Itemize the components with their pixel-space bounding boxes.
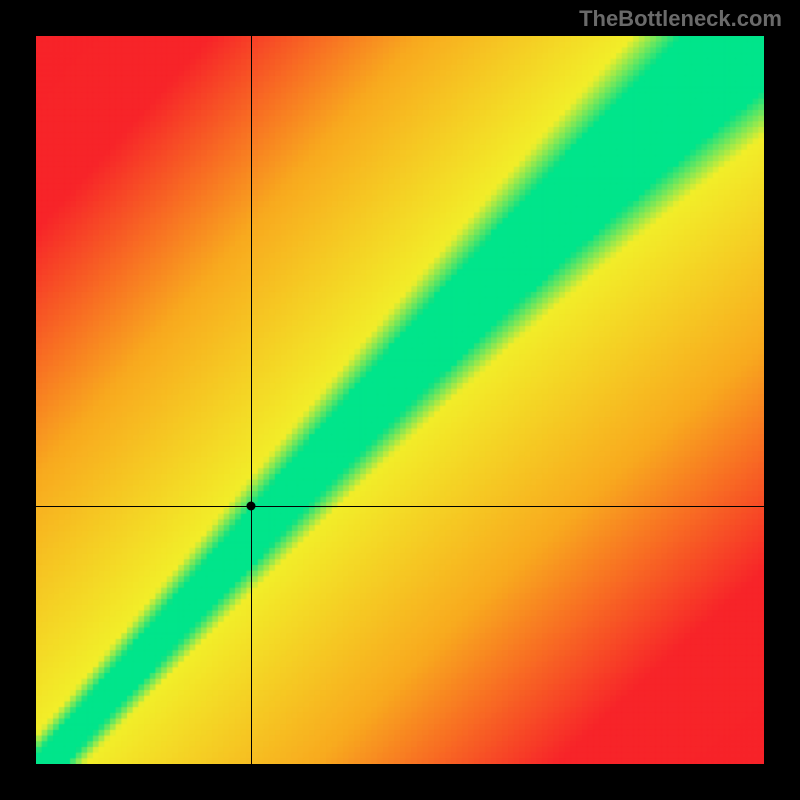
chart-container: TheBottleneck.com <box>0 0 800 800</box>
crosshair-marker <box>246 501 255 510</box>
crosshair-horizontal <box>36 506 764 507</box>
crosshair-vertical <box>251 36 252 764</box>
watermark-text: TheBottleneck.com <box>579 6 782 32</box>
heatmap-canvas <box>36 36 764 764</box>
plot-area <box>36 36 764 764</box>
